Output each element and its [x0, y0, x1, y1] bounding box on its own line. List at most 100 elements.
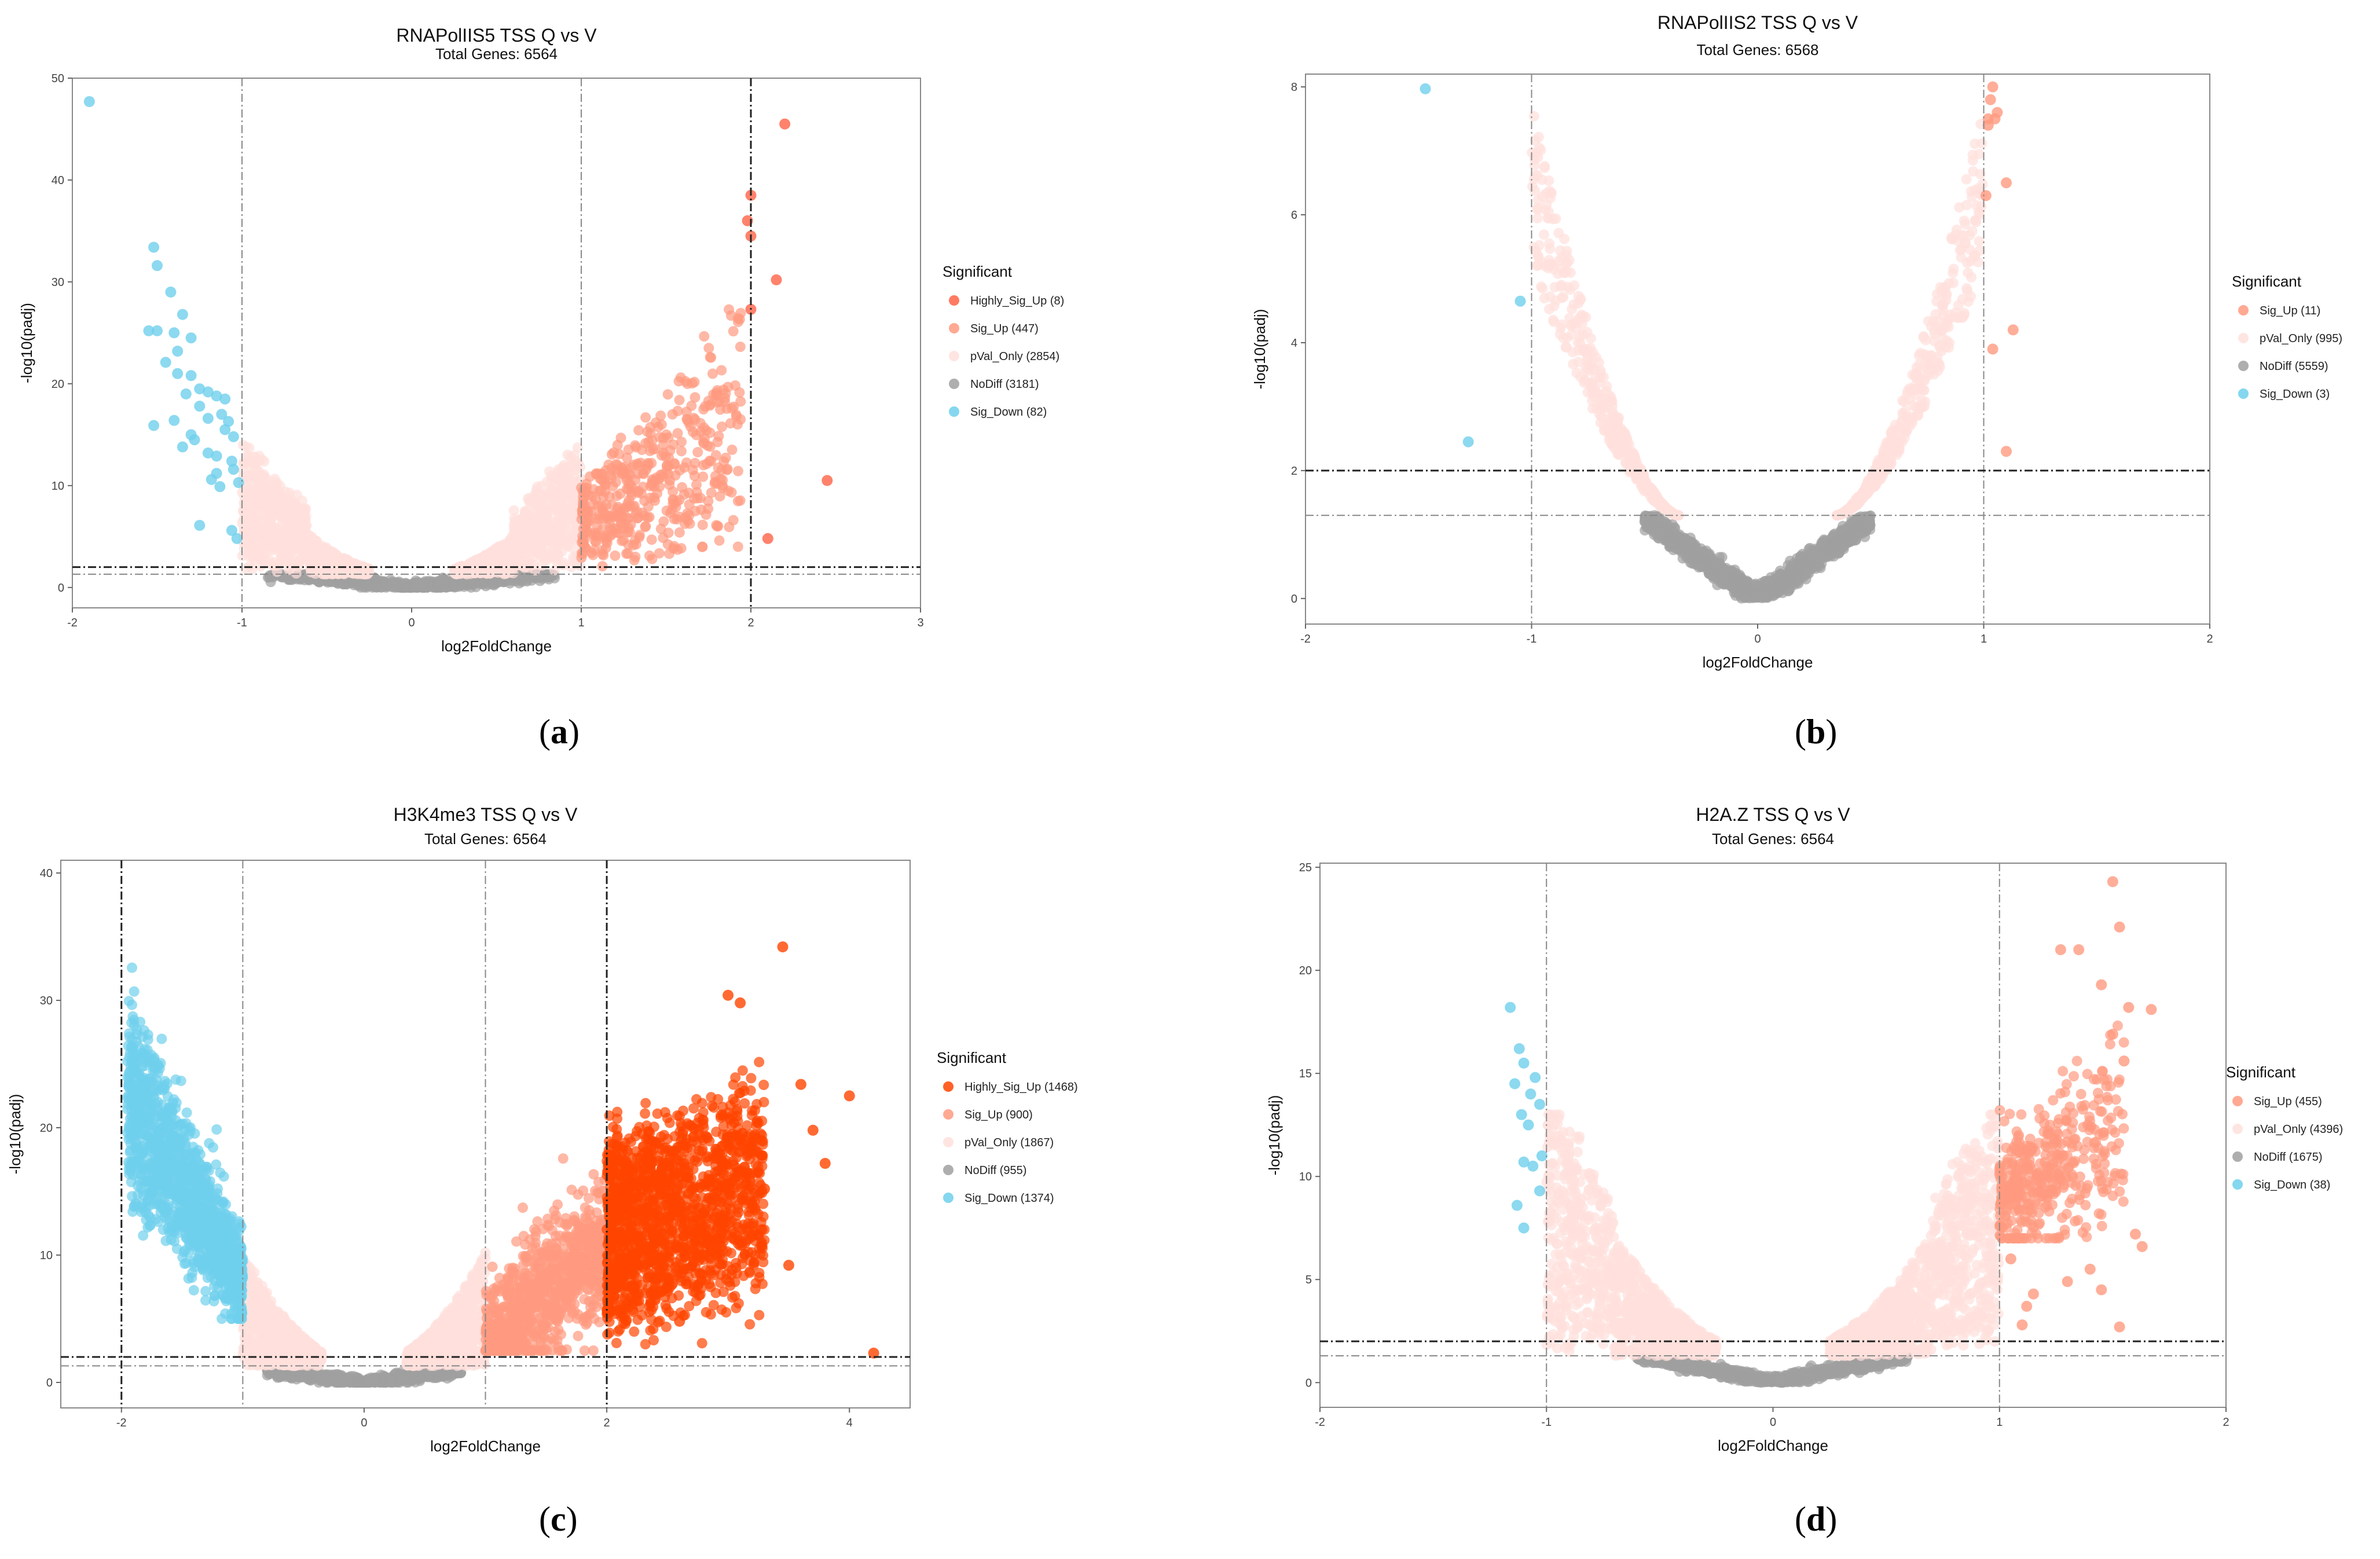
data-point	[337, 555, 348, 566]
data-point	[598, 530, 609, 541]
legend-title: Significant	[943, 263, 1013, 280]
data-point	[245, 560, 255, 571]
data-point	[560, 480, 571, 491]
data-point	[274, 509, 285, 520]
data-point	[545, 535, 556, 546]
data-point	[450, 565, 461, 576]
data-point	[672, 544, 683, 555]
data-point	[1539, 161, 1550, 172]
data-point	[621, 548, 632, 559]
legend-label: pVal_Only (2854)	[970, 350, 1059, 363]
data-point	[662, 460, 673, 471]
data-point	[1830, 539, 1840, 550]
data-point	[248, 551, 259, 562]
data-point	[713, 431, 724, 442]
data-point-sig-down	[148, 420, 160, 431]
data-point	[597, 561, 608, 572]
data-point	[716, 365, 727, 376]
data-point	[668, 439, 679, 450]
data-point-sig-down	[185, 370, 197, 382]
data-point	[712, 478, 723, 489]
chart-title: RNAPolIIS2 TSS Q vs V	[1657, 12, 1858, 33]
data-point	[650, 443, 660, 454]
data-point	[707, 368, 718, 379]
data-point-sig-down	[143, 325, 155, 336]
data-point	[251, 515, 262, 526]
data-point-sig-down	[152, 260, 163, 272]
data-point	[634, 532, 645, 543]
data-point-sig-down	[194, 520, 206, 531]
data-point	[549, 573, 560, 584]
data-point	[717, 421, 727, 432]
data-point-sig-down	[202, 386, 214, 398]
data-point	[518, 561, 529, 571]
data-point	[449, 579, 460, 590]
data-point	[271, 524, 282, 535]
data-point	[239, 513, 250, 524]
data-point	[695, 493, 706, 504]
legend-swatch	[949, 406, 959, 417]
chart-panel-b: RNAPolIIS2 TSS Q vs V Total Genes: 6568 -2…	[1190, 0, 2380, 779]
data-point	[735, 414, 746, 425]
data-point-sig-down	[216, 409, 228, 420]
legend-swatch	[949, 351, 959, 361]
data-point-sig-down	[177, 441, 188, 453]
data-point-sig-down	[172, 346, 184, 357]
data-point-sig-down	[219, 393, 231, 405]
data-point	[547, 485, 558, 496]
data-point	[259, 492, 270, 503]
chart-subtitle: Total Genes: 6568	[1696, 41, 1818, 58]
data-point	[1748, 590, 1759, 601]
data-point	[662, 389, 673, 400]
data-point	[509, 516, 520, 527]
data-point	[303, 536, 314, 546]
x-tick-label: -2	[67, 617, 78, 629]
data-point	[553, 467, 564, 478]
data-point	[691, 479, 702, 490]
data-point	[706, 456, 716, 467]
data-point-sig-down	[233, 477, 244, 489]
data-point	[551, 505, 562, 516]
data-point	[689, 471, 700, 482]
data-point	[481, 563, 492, 574]
data-point	[732, 541, 743, 552]
data-point	[238, 457, 249, 468]
data-point	[318, 557, 329, 568]
data-point	[1816, 544, 1827, 555]
data-point	[299, 523, 310, 534]
data-point	[499, 545, 510, 556]
data-point	[730, 380, 740, 391]
data-point	[723, 485, 734, 496]
data-point	[610, 550, 621, 561]
data-point	[516, 527, 527, 538]
data-point	[567, 501, 578, 512]
data-point	[1652, 533, 1663, 543]
data-point	[606, 473, 617, 484]
data-point-sig-down	[219, 424, 231, 435]
data-point	[692, 447, 703, 458]
data-point-sig-down	[202, 413, 214, 424]
data-point-sig-down	[148, 241, 160, 253]
data-point	[1687, 546, 1698, 557]
data-point	[296, 552, 307, 563]
data-point	[687, 427, 698, 437]
data-point	[703, 343, 714, 354]
data-point	[654, 432, 665, 443]
data-point-sig-down	[180, 388, 192, 399]
data-point	[526, 575, 537, 586]
legend-swatch	[949, 295, 959, 306]
data-point-sig-down	[194, 383, 206, 395]
data-point	[728, 326, 739, 337]
data-point	[732, 465, 743, 476]
data-point	[539, 502, 549, 513]
chart-panel-a: RNAPolIIS5 TSS Q vs V Total Genes: 6564 -2…	[0, 0, 1190, 779]
data-point	[344, 567, 355, 578]
data-point	[1651, 523, 1662, 534]
data-point	[558, 490, 569, 501]
plot-area	[1305, 74, 2210, 625]
data-point	[258, 537, 269, 548]
data-point	[1776, 573, 1787, 584]
data-point	[672, 428, 683, 439]
data-point	[1733, 583, 1744, 594]
